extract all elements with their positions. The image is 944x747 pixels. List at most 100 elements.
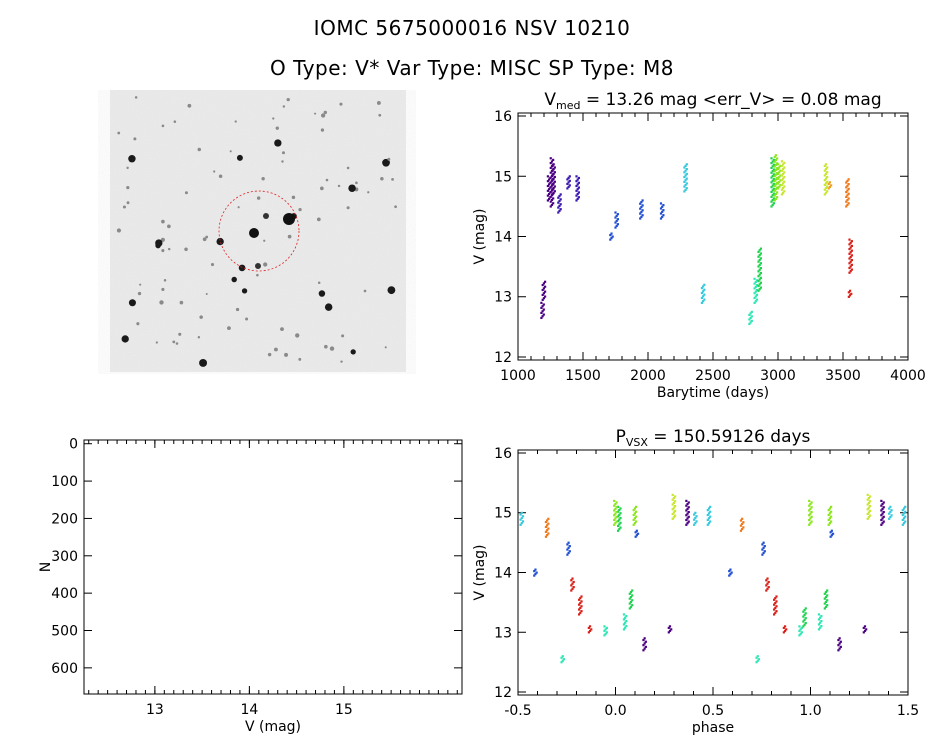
data-point: [847, 295, 850, 298]
data-point: [577, 176, 580, 180]
data-point: [824, 167, 828, 171]
data-point: [750, 310, 753, 314]
data-point: [772, 202, 775, 205]
data-point: [782, 163, 785, 166]
data-point: [778, 176, 781, 179]
data-point: [757, 255, 760, 258]
data-point: [614, 507, 617, 510]
data-point: [849, 260, 852, 263]
data-point: [809, 507, 812, 510]
data-point: [687, 501, 690, 504]
data-point: [849, 246, 852, 249]
data-point: [755, 298, 759, 301]
data-point: [617, 515, 620, 518]
data-point: [687, 506, 690, 509]
data-point: [773, 613, 776, 616]
star: [237, 206, 240, 209]
data-point: [604, 628, 607, 631]
data-point: [544, 535, 548, 538]
star: [256, 196, 261, 200]
data-point: [827, 513, 830, 517]
data-point: [750, 315, 753, 318]
data-point: [865, 628, 868, 631]
data-point: [848, 243, 851, 246]
data-point: [553, 171, 556, 174]
data-point: [544, 525, 548, 529]
data-point: [667, 626, 670, 629]
data-point: [614, 512, 617, 515]
data-point: [828, 522, 831, 525]
data-point: [542, 282, 545, 285]
x-tick-label: 0.0: [604, 703, 626, 719]
data-point: [809, 517, 812, 520]
data-point: [578, 613, 581, 616]
data-point: [552, 197, 555, 200]
data-point: [831, 532, 835, 535]
data-point: [580, 610, 583, 613]
data-point: [685, 504, 688, 507]
data-point: [541, 298, 544, 301]
data-point: [809, 512, 812, 515]
data-point: [780, 169, 783, 172]
data-point: [739, 529, 743, 532]
data-point: [869, 509, 872, 512]
data-point: [622, 623, 626, 626]
data-point: [867, 516, 870, 519]
data-point: [765, 579, 768, 582]
data-point: [548, 192, 551, 196]
data-point: [824, 177, 828, 180]
data-point: [614, 517, 617, 520]
data-point: [759, 257, 762, 260]
star: [325, 178, 329, 182]
phase-curve-plot: -0.5 0.0 0.5 1.0 1.5 12 13 14 15 16 phase V (mag) PV…: [472, 427, 919, 736]
x-tick-label: 1500: [565, 368, 601, 384]
data-point: [550, 198, 554, 202]
data-point: [558, 199, 561, 203]
star: [218, 174, 223, 179]
data-point: [778, 180, 781, 184]
data-point: [728, 574, 731, 577]
data-point: [780, 179, 783, 182]
data-point: [730, 571, 733, 574]
data-point: [619, 521, 622, 524]
data-point: [634, 535, 637, 538]
data-point: [616, 223, 619, 226]
data-point: [782, 191, 785, 194]
data-point: [817, 618, 821, 621]
data-point: [830, 505, 833, 508]
data-point: [753, 277, 756, 280]
data-point: [774, 597, 777, 600]
data-point: [684, 164, 687, 168]
star: [249, 228, 259, 238]
data-point: [802, 625, 805, 628]
data-point: [579, 601, 582, 605]
data-point: [810, 501, 813, 504]
data-point: [739, 524, 743, 527]
data-point: [849, 251, 852, 254]
data-point: [808, 509, 811, 512]
data-point: [848, 294, 852, 297]
star: [275, 126, 279, 130]
x-tick-label: 3000: [760, 368, 796, 384]
data-point: [847, 183, 850, 186]
data-point: [775, 600, 778, 603]
data-point: [755, 279, 759, 282]
data-point: [767, 586, 770, 589]
star: [255, 263, 261, 269]
data-point: [761, 553, 764, 556]
data-point: [546, 184, 549, 188]
data-point: [570, 579, 573, 582]
plot-frame: [517, 112, 909, 361]
data-point: [824, 182, 828, 185]
data-point: [551, 174, 554, 177]
data-point: [546, 180, 549, 183]
data-point: [850, 263, 853, 266]
data-point: [700, 296, 704, 300]
y-tick-label: 100: [51, 474, 78, 490]
data-point: [577, 186, 580, 189]
star: [318, 290, 326, 297]
data-point: [838, 642, 841, 645]
data-point: [866, 517, 869, 520]
data-point: [847, 187, 850, 191]
data-point: [684, 174, 687, 177]
